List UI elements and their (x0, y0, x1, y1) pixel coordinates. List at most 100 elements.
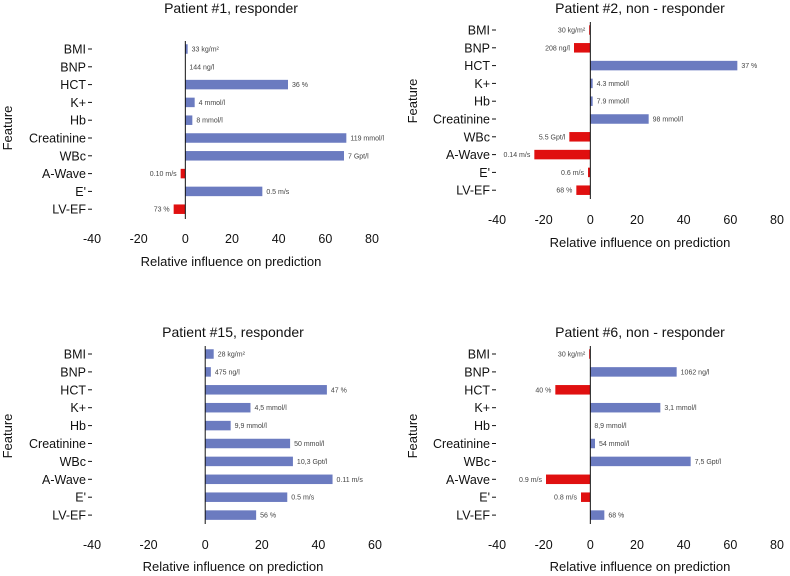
x-axis-label: Relative influence on prediction (550, 235, 731, 250)
bar (546, 474, 591, 485)
panel-title: Patient #15, responder (162, 324, 304, 340)
data-label: 37 % (741, 63, 757, 70)
data-label: 7 Gpt/l (348, 153, 369, 160)
category-label: K+ (70, 401, 86, 415)
category-label: HCT (464, 383, 490, 397)
marks: BMI 30 kg/m² BNP 1062 ng/l HCT 40 % K+ 3,1 mmol… (433, 346, 784, 552)
data-label: 0.5 m/s (266, 189, 289, 196)
category-label: A-Wave (42, 473, 86, 487)
bar (205, 420, 231, 431)
category-label: Creatinine (433, 113, 490, 127)
bar (590, 96, 593, 106)
category-label: LV-EF (52, 203, 86, 217)
bar (588, 167, 591, 178)
data-label: 119 mmol/l (350, 136, 384, 143)
bar (205, 474, 333, 485)
data-label: 1062 ng/l (681, 369, 710, 376)
category-label: BMI (64, 348, 86, 362)
x-axis-label: Relative influence on prediction (550, 559, 731, 574)
category-label: E' (75, 491, 86, 505)
data-label: 8 mmol/l (196, 118, 223, 125)
category-label: HCT (464, 59, 490, 73)
x-tick-label: 40 (677, 213, 691, 227)
category-label: BMI (468, 24, 490, 38)
marks: BMI 28 kg/m² BNP 475 ng/l HCT 47 % K+ 4,5 mmol/… (29, 346, 382, 552)
data-label: 10,3 Gpt/l (297, 459, 328, 466)
x-tick-label: 20 (630, 213, 644, 227)
x-tick-label: -20 (535, 213, 553, 227)
category-label: BNP (464, 365, 490, 379)
bar (534, 149, 591, 160)
x-tick-label: 60 (723, 213, 737, 227)
category-label: BMI (64, 43, 86, 57)
category-label: Hb (70, 419, 86, 433)
category-label: K+ (474, 401, 490, 415)
data-label: 0.9 m/s (519, 477, 542, 484)
bar (205, 456, 293, 467)
bar (205, 367, 211, 377)
bar (205, 402, 251, 413)
category-label: E' (479, 491, 490, 505)
data-label: 30 kg/m² (558, 28, 586, 35)
x-tick-label: 20 (225, 232, 239, 246)
bar (185, 79, 288, 90)
bar (205, 492, 288, 502)
bar (589, 25, 591, 35)
x-tick-label: -40 (488, 538, 506, 552)
category-label: E' (75, 185, 86, 199)
y-axis-label: Feature (0, 414, 15, 459)
x-tick-label: 0 (587, 213, 594, 227)
category-label: WBc (60, 455, 86, 469)
category-label: LV-EF (456, 184, 490, 198)
x-tick-label: 40 (272, 232, 286, 246)
category-label: Hb (70, 114, 86, 128)
category-label: WBc (464, 455, 490, 469)
bar (185, 186, 263, 197)
x-tick-label: -20 (140, 538, 158, 552)
x-tick-label: 80 (770, 213, 784, 227)
bar (590, 78, 593, 89)
bar (185, 115, 193, 125)
category-label: Creatinine (29, 437, 86, 451)
category-label: BNP (60, 60, 86, 74)
data-label: 28 kg/m² (218, 352, 246, 359)
category-label: WBc (60, 149, 86, 163)
bar (590, 402, 661, 413)
x-tick-label: 20 (630, 538, 644, 552)
data-label: 7,5 Gpt/l (695, 459, 722, 466)
bar (590, 367, 677, 377)
x-tick-label: -20 (535, 538, 553, 552)
x-axis-label: Relative influence on prediction (141, 254, 322, 269)
data-label: 0.10 m/s (150, 171, 177, 178)
category-label: Hb (474, 95, 490, 109)
marks: BMI 33 kg/m² BNP 144 ng/l HCT 36 % K+ 4 mmol/l H… (29, 41, 384, 246)
panel-title: Patient #1, responder (164, 0, 298, 16)
category-label: Creatinine (433, 437, 490, 451)
bar (590, 456, 691, 467)
data-label: 40 % (535, 387, 551, 394)
data-label: 68 % (608, 513, 624, 520)
data-label: 4,5 mmol/l (254, 405, 287, 412)
category-label: LV-EF (52, 509, 86, 523)
data-label: 0.14 m/s (503, 152, 530, 159)
data-label: 4.3 mmol/l (597, 81, 630, 88)
category-label: WBc (464, 130, 490, 144)
category-label: BNP (464, 41, 490, 55)
data-label: 98 mmol/l (653, 117, 684, 124)
x-tick-label: 80 (770, 538, 784, 552)
category-label: A-Wave (42, 167, 86, 181)
panel-patient-6: Patient #6, non - responder Feature Rela… (405, 324, 784, 574)
data-label: 30 kg/m² (558, 352, 586, 359)
x-tick-label: 0 (182, 232, 189, 246)
bar (205, 385, 327, 395)
category-label: LV-EF (456, 509, 490, 523)
category-label: A-Wave (446, 148, 490, 162)
x-tick-label: 0 (202, 538, 209, 552)
bar (569, 132, 591, 142)
panel-title: Patient #6, non - responder (555, 324, 725, 340)
bar (205, 438, 291, 449)
category-label: BMI (468, 348, 490, 362)
data-label: 0.11 m/s (337, 477, 364, 484)
x-tick-label: 0 (587, 538, 594, 552)
